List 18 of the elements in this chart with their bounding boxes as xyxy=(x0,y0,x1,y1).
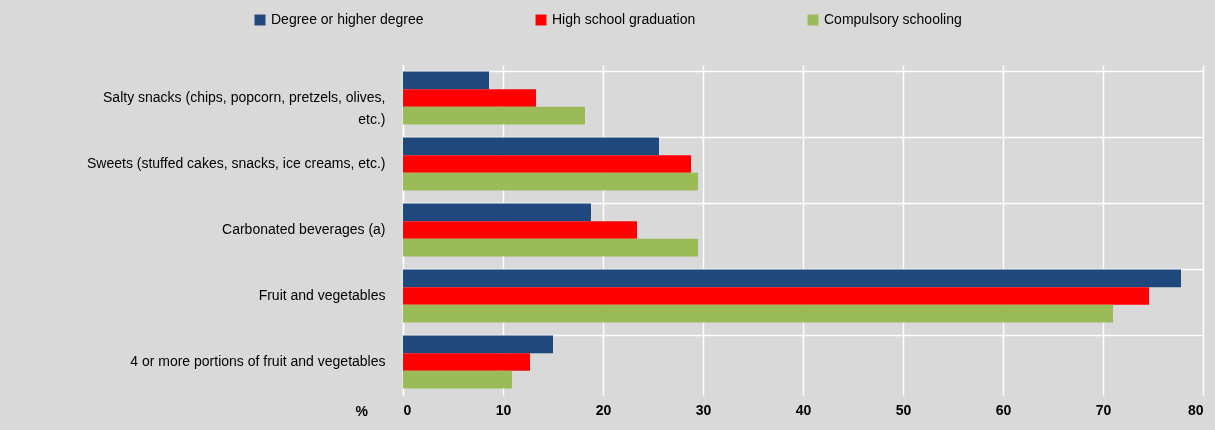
x-tick-label: 20 xyxy=(595,401,612,418)
legend-label: High school graduation xyxy=(552,11,696,27)
x-tick-label: 0 xyxy=(403,401,412,418)
y-tick-label: Salty snacks (chips, popcorn, pretzels, olives, etc.) xyxy=(103,89,386,127)
x-axis-title: % xyxy=(355,402,369,419)
x-tick-label: 50 xyxy=(895,401,912,418)
x-tick-label: 60 xyxy=(995,401,1012,418)
legend-label: Compulsory schooling xyxy=(824,11,962,27)
y-tick-label: Fruit and vegetables xyxy=(258,287,386,303)
x-tick-label: 30 xyxy=(695,401,712,418)
y-tick-label: Carbonated beverages (a) xyxy=(222,221,386,237)
x-tick-label: 10 xyxy=(495,401,512,418)
y-tick-label: Sweets (stuffed cakes, snacks, ice creams, etc.) xyxy=(86,155,386,171)
x-tick-label: 80 xyxy=(1187,401,1204,418)
y-tick-label: 4 or more portions of fruit and vegetables xyxy=(130,353,386,369)
x-tick-label: 40 xyxy=(795,401,812,418)
x-tick-label: 70 xyxy=(1095,401,1112,418)
legend-label: Degree or higher degree xyxy=(271,11,424,27)
